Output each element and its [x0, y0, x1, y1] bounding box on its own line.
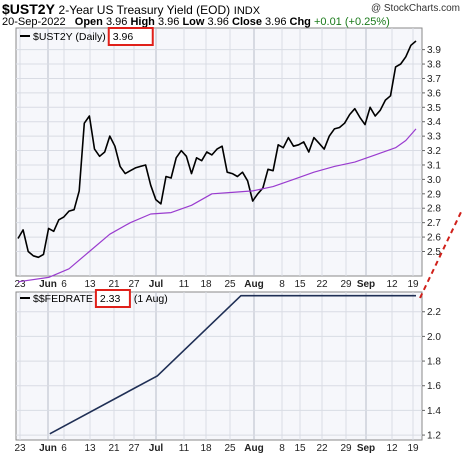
x-tick-label: 25	[224, 279, 236, 290]
open-label: Open	[74, 16, 103, 28]
x-tick-label: Jul	[149, 443, 164, 454]
x-tick-label: 15	[294, 443, 306, 454]
y-tick-label: 2.5	[427, 247, 441, 258]
x-tick-label: 18	[200, 279, 212, 290]
x-tick-label: 21	[108, 279, 120, 290]
legend-value-box	[107, 27, 154, 46]
exchange: INDX	[233, 5, 261, 17]
quote-date: 20-Sep-2022	[2, 16, 66, 28]
x-tick-label: Aug	[244, 279, 263, 290]
x-tick-label: 27	[128, 443, 140, 454]
trend-annotation-line	[419, 209, 463, 299]
price-stats: 20-Sep-2022 Open 3.96 High 3.96 Low 3.96…	[2, 16, 390, 28]
x-tick-label: 12	[386, 443, 398, 454]
series-line	[17, 40, 417, 259]
symbol: $UST2Y	[2, 1, 55, 17]
series-line	[49, 294, 416, 435]
y-tick-label: 3.1	[427, 160, 441, 171]
plot-frame	[15, 291, 423, 441]
x-tick-label: 8	[279, 279, 285, 290]
legend-label: $UST2Y (Daily)	[33, 31, 106, 43]
y-tick-label: 3.2	[427, 146, 441, 157]
x-tick-label: 21	[108, 443, 120, 454]
close-label: Close	[232, 16, 262, 28]
x-tick-label: 22	[316, 443, 328, 454]
instrument-name: 2-Year US Treasury Yield (EOD)	[58, 3, 231, 17]
y-tick-label: 1.2	[427, 431, 441, 442]
yield-panel: 2.5 2.6 2.7 2.8 2.9 3.0 3.1 3.2 3.3 3.4 3.5 3.6 3.7 3…	[14, 27, 441, 290]
x-tick-label: Jul	[149, 279, 164, 290]
x-tick-label: 18	[200, 443, 212, 454]
fedrate-panel: 1.2 1.4 1.6 1.8 2.0 2.2 23 Jun 6 13 21 27 Jul 11 18 25 A…	[14, 289, 441, 454]
y-tick-label: 3.5	[427, 103, 441, 114]
y-tick-label: 3.3	[427, 132, 441, 143]
x-tick-label: 22	[316, 279, 328, 290]
open-value: 3.96	[105, 16, 128, 28]
x-tick-label: 29	[340, 443, 352, 454]
y-tick-label: 1.6	[427, 381, 441, 392]
y-tick-label: 2.8	[427, 204, 441, 215]
x-tick-label: 12	[386, 279, 398, 290]
x-tick-label: 11	[179, 443, 190, 454]
y-tick-label: 1.4	[427, 406, 441, 417]
y-tick-label: 3.4	[427, 117, 441, 128]
annotations	[419, 209, 463, 299]
series-line	[17, 128, 417, 283]
y-tick-label: 3.0	[427, 175, 441, 186]
high-value: 3.96	[157, 16, 180, 28]
x-tick-label: 23	[14, 443, 26, 454]
stockcharts-credit: @ StockCharts.com	[370, 3, 460, 14]
x-tick-label: 6	[61, 279, 67, 290]
chg-label: Chg	[289, 16, 311, 28]
x-tick-label: 13	[84, 443, 96, 454]
x-tick-label: Sep	[357, 279, 375, 290]
chart-title: $UST2Y 2-Year US Treasury Yield (EOD) IN…	[2, 1, 260, 17]
x-tick-label: 19	[407, 279, 419, 290]
x-tick-label: Jun	[39, 443, 57, 454]
y-tick-label: 2.0	[427, 332, 441, 343]
low-label: Low	[182, 16, 205, 28]
x-tick-label: 23	[14, 279, 26, 290]
y-tick-label: 3.9	[427, 45, 441, 56]
x-tick-label: 8	[279, 443, 285, 454]
x-tick-label: 13	[84, 279, 96, 290]
legend-note: (1 Aug)	[134, 293, 168, 305]
x-tick-label: Sep	[357, 443, 375, 454]
legend-value: 3.96	[113, 31, 134, 43]
x-tick-label: 15	[294, 279, 306, 290]
plot-frame	[15, 27, 423, 277]
y-tick-label: 2.7	[427, 218, 441, 229]
y-tick-label: 2.6	[427, 233, 441, 244]
y-tick-label: 2.9	[427, 189, 441, 200]
x-tick-label: Jun	[39, 279, 57, 290]
x-tick-label: 27	[128, 279, 140, 290]
close-value: 3.96	[265, 16, 287, 28]
y-tick-label: 2.2	[427, 307, 441, 318]
legend-label: $$FEDRATE	[33, 293, 93, 305]
x-tick-label: Aug	[244, 443, 263, 454]
high-label: High	[130, 16, 155, 28]
y-tick-label: 3.7	[427, 74, 441, 85]
legend-value-box	[94, 289, 131, 308]
x-tick-label: 25	[224, 443, 236, 454]
low-value: 3.96	[207, 16, 229, 28]
chg-value: +0.01 (+0.25%)	[313, 16, 390, 28]
x-tick-label: 29	[340, 279, 352, 290]
legend-value: 2.33	[100, 293, 121, 305]
y-tick-label: 3.8	[427, 60, 441, 71]
y-tick-label: 3.6	[427, 88, 441, 99]
x-tick-label: 6	[61, 443, 67, 454]
x-tick-label: 19	[407, 443, 419, 454]
y-tick-label: 1.8	[427, 357, 441, 368]
x-tick-label: 11	[179, 279, 190, 290]
